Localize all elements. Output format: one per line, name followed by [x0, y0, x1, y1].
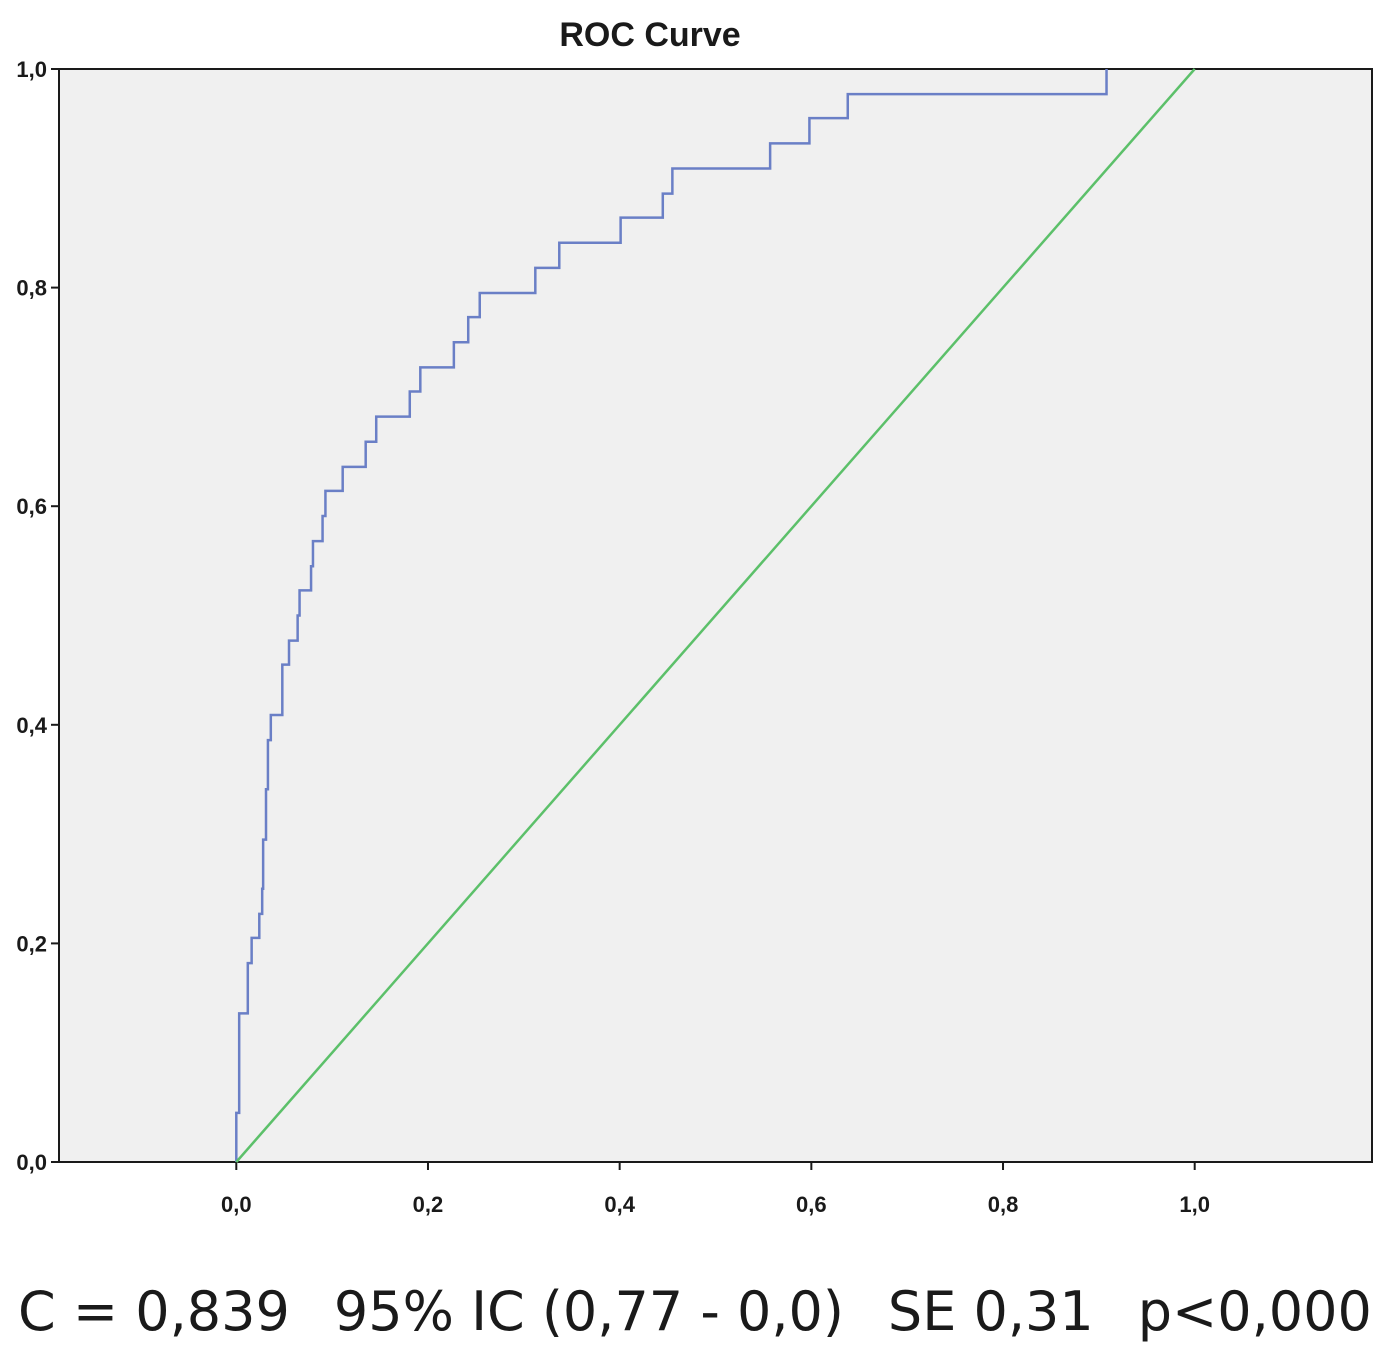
x-tick-label: 0,0: [221, 1192, 252, 1217]
roc-chart: ROC Curve 0,00,20,40,60,81,0 0,0 0,2 0,4 0,…: [16, 16, 1373, 1217]
x-tick-label: 1,0: [1179, 1192, 1210, 1217]
reference-diagonal-line: [235, 68, 1196, 1163]
x-tick-label: 0,4: [604, 1192, 635, 1217]
x-tick-label: 0,8: [988, 1192, 1019, 1217]
confidence-interval: 95% IC (0,77 - 0,0): [333, 1280, 844, 1343]
chart-title: ROC Curve: [559, 16, 740, 54]
y-tick-label: 0,4: [16, 713, 47, 738]
series-group: [235, 68, 1196, 1163]
c-statistic: C = 0,839: [18, 1280, 290, 1343]
y-tick-label: 0,6: [16, 494, 47, 519]
roc-curve-line: [235, 69, 1108, 1162]
x-tick-label: 0,6: [796, 1192, 827, 1217]
standard-error: SE 0,31: [887, 1280, 1094, 1343]
x-tick-label: 0,2: [413, 1192, 444, 1217]
y-axis: 0,0 0,2 0,4 0,6 0,8 1,0: [16, 57, 59, 1175]
x-axis: 0,0 0,2 0,4 0,6 0,8 1,0: [221, 1162, 1210, 1217]
statistics-footer: C = 0,839 95% IC (0,77 - 0,0) SE 0,31 p<0,0…: [18, 1280, 1380, 1343]
y-tick-label: 0,8: [16, 276, 47, 301]
y-tick-label: 0,2: [16, 931, 47, 956]
p-value: p<0,000: [1137, 1280, 1372, 1343]
y-tick-label: 1,0: [16, 57, 47, 82]
y-tick-label: 0,0: [16, 1150, 47, 1175]
